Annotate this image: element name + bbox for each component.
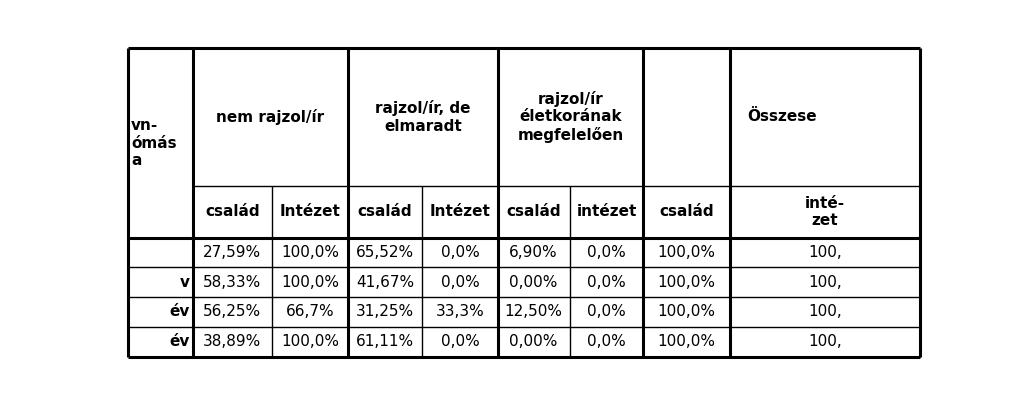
- Text: 0,0%: 0,0%: [440, 245, 479, 260]
- Text: 66,7%: 66,7%: [285, 304, 334, 319]
- Text: 100,: 100,: [807, 334, 842, 349]
- Text: 100,0%: 100,0%: [657, 334, 715, 349]
- Text: 0,0%: 0,0%: [588, 334, 625, 349]
- Text: 100,0%: 100,0%: [657, 304, 715, 319]
- Text: 31,25%: 31,25%: [356, 304, 414, 319]
- Text: 6,90%: 6,90%: [509, 245, 558, 260]
- Text: rajzol/ír
életkorának
megfelelően: rajzol/ír életkorának megfelelően: [517, 91, 623, 143]
- Text: 0,0%: 0,0%: [588, 304, 625, 319]
- Text: 38,89%: 38,89%: [203, 334, 262, 349]
- Text: 0,00%: 0,00%: [510, 275, 558, 290]
- Text: 0,0%: 0,0%: [440, 334, 479, 349]
- Text: 27,59%: 27,59%: [203, 245, 262, 260]
- Text: inté-
zet: inté- zet: [804, 196, 845, 228]
- Text: Összese: Összese: [747, 109, 817, 124]
- Text: intézet: intézet: [576, 204, 637, 219]
- Text: Intézet: Intézet: [279, 204, 340, 219]
- Text: 0,0%: 0,0%: [588, 245, 625, 260]
- Text: 0,00%: 0,00%: [510, 334, 558, 349]
- Text: vn-
ómás
a: vn- ómás a: [131, 118, 177, 168]
- Text: 0,0%: 0,0%: [440, 275, 479, 290]
- Text: család: család: [205, 204, 260, 219]
- Text: 12,50%: 12,50%: [505, 304, 563, 319]
- Text: 100,0%: 100,0%: [281, 245, 339, 260]
- Text: 100,0%: 100,0%: [281, 334, 339, 349]
- Text: 56,25%: 56,25%: [203, 304, 262, 319]
- Text: 0,0%: 0,0%: [588, 275, 625, 290]
- Text: 100,: 100,: [807, 304, 842, 319]
- Text: 65,52%: 65,52%: [356, 245, 414, 260]
- Text: 41,67%: 41,67%: [356, 275, 414, 290]
- Text: 100,0%: 100,0%: [281, 275, 339, 290]
- Text: rajzol/ír, de
elmaradt: rajzol/ír, de elmaradt: [375, 100, 470, 134]
- Text: család: család: [506, 204, 561, 219]
- Text: nem rajzol/ír: nem rajzol/ír: [217, 109, 324, 125]
- Text: 100,0%: 100,0%: [657, 275, 715, 290]
- Text: v: v: [180, 275, 189, 290]
- Text: év: év: [170, 334, 189, 349]
- Text: Intézet: Intézet: [429, 204, 491, 219]
- Text: család: család: [659, 204, 713, 219]
- Text: 33,3%: 33,3%: [435, 304, 484, 319]
- Text: év: év: [170, 304, 189, 319]
- Text: család: család: [358, 204, 413, 219]
- Text: 58,33%: 58,33%: [203, 275, 262, 290]
- Text: 100,: 100,: [807, 245, 842, 260]
- Text: 100,: 100,: [807, 275, 842, 290]
- Text: 61,11%: 61,11%: [356, 334, 414, 349]
- Text: 100,0%: 100,0%: [657, 245, 715, 260]
